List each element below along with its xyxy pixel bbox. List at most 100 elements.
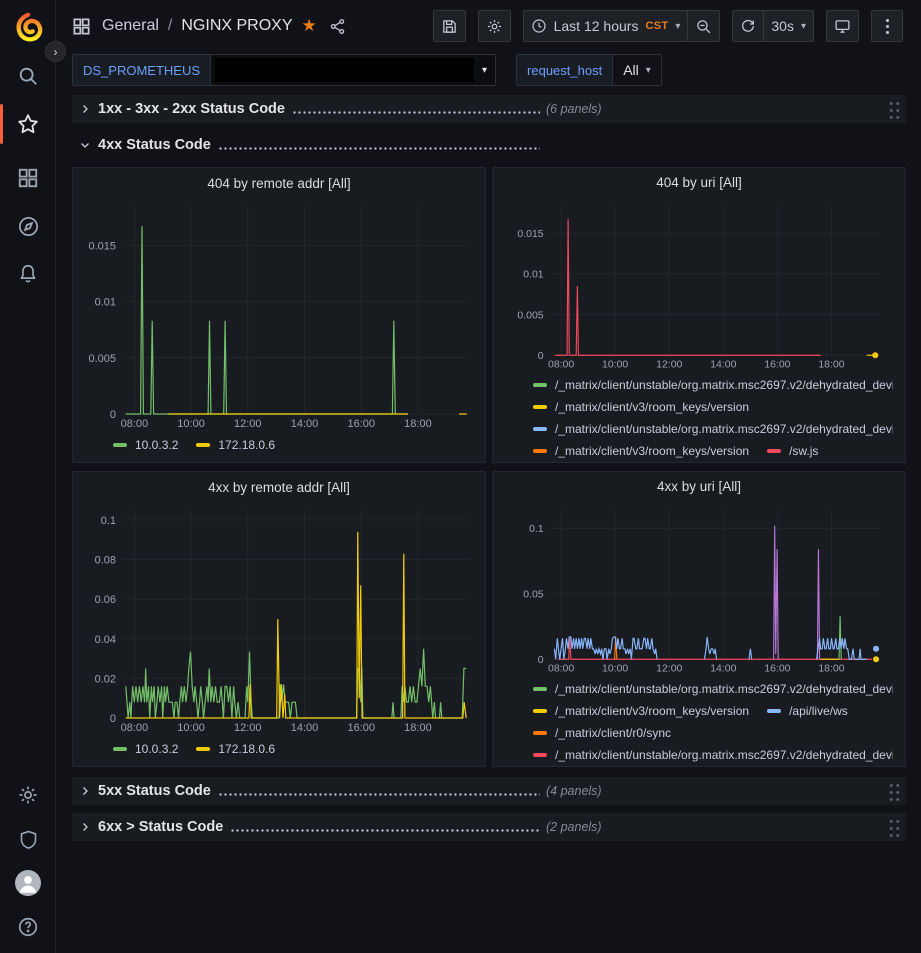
svg-text:0.005: 0.005	[517, 310, 543, 321]
favorite-star-icon[interactable]: ★	[301, 16, 317, 35]
timeseries-chart[interactable]: 08:00 10:00 12:00 14:00 16:00 18:00 0 0.005 0.01…	[83, 198, 475, 432]
panel-4xx-by-remote-addr: 4xx by remote addr [All] 08:00 10:00 12:00…	[72, 471, 486, 767]
sidebar-item-server-admin[interactable]	[0, 817, 56, 861]
refresh-interval-picker[interactable]: 30s ▾	[764, 10, 814, 42]
legend-label: /_matrix/client/v3/room_keys/version	[555, 444, 750, 458]
legend-label: /sw.js	[789, 444, 819, 458]
variable-label-request-host[interactable]: request_host	[516, 54, 614, 86]
time-range-label: Last 12 hours	[553, 18, 639, 34]
row-6xx[interactable]: 6xx > Status Code (2 panels)	[72, 813, 906, 841]
svg-text:0: 0	[110, 713, 116, 725]
legend-swatch	[533, 449, 547, 453]
legend-label: /_matrix/client/unstable/org.matrix.msc2…	[555, 748, 893, 762]
variable-value-request-host[interactable]: All ▾	[613, 54, 662, 86]
legend-item[interactable]: 172.18.0.6	[196, 742, 275, 756]
avatar	[15, 870, 41, 896]
panel-404-by-remote-addr: 404 by remote addr [All] 08:00 10:00 12:00…	[72, 167, 486, 463]
legend-item[interactable]: /api/live/ws	[767, 704, 848, 718]
panel-title[interactable]: 4xx by remote addr [All]	[208, 479, 350, 495]
row-title: 4xx Status Code	[98, 137, 211, 153]
breadcrumb-folder[interactable]: General	[102, 17, 159, 34]
gear-icon	[487, 19, 501, 33]
zoom-out-button[interactable]	[688, 10, 721, 42]
svg-text:12:00: 12:00	[234, 418, 262, 430]
legend-item[interactable]: /sw.js	[767, 444, 818, 458]
row-panel-count: (4 panels)	[546, 784, 602, 798]
legend-item[interactable]: /_matrix/client/v3/room_keys/version	[533, 400, 749, 414]
sidebar-expand-button[interactable]: ›	[45, 41, 66, 62]
panel-legend: 10.0.3.2 172.18.0.6	[83, 736, 475, 760]
row-drag-handle[interactable]	[887, 98, 900, 120]
compass-icon	[18, 216, 38, 236]
legend-item[interactable]: /_matrix/client/v3/room_keys/version	[533, 444, 749, 458]
svg-text:18:00: 18:00	[404, 722, 432, 734]
legend-item[interactable]: 10.0.3.2	[113, 438, 178, 452]
time-controls: Last 12 hours CST ▾	[522, 10, 721, 42]
more-options-button[interactable]	[871, 10, 903, 42]
legend-item[interactable]: /_matrix/client/unstable/org.matrix.msc2…	[533, 422, 893, 436]
panel-title[interactable]: 4xx by uri [All]	[656, 478, 742, 494]
help-icon	[18, 917, 38, 937]
row-1xx-3xx-2xx[interactable]: 1xx - 3xx - 2xx Status Code (6 panels)	[72, 95, 906, 123]
variable-value-ds-prometheus[interactable]: ▾	[211, 54, 497, 86]
svg-text:0.01: 0.01	[523, 269, 544, 280]
dashboard-settings-button[interactable]	[477, 10, 511, 42]
row-drag-handle[interactable]	[887, 780, 900, 802]
svg-text:12:00: 12:00	[234, 722, 262, 734]
legend-swatch	[533, 753, 547, 757]
svg-text:0.02: 0.02	[95, 673, 116, 685]
sidebar-item-alerting[interactable]	[0, 252, 56, 296]
refresh-button[interactable]	[732, 10, 765, 42]
legend-swatch	[533, 687, 547, 691]
sidebar-item-explore[interactable]	[0, 204, 56, 248]
svg-text:0.1: 0.1	[101, 515, 116, 527]
time-range-picker[interactable]: Last 12 hours CST ▾	[522, 10, 689, 42]
variable-label-ds-prometheus[interactable]: DS_PROMETHEUS	[72, 54, 212, 86]
row-drag-handle[interactable]	[887, 816, 900, 838]
svg-text:10:00: 10:00	[177, 722, 205, 734]
row-panel-count: (2 panels)	[546, 820, 602, 834]
legend-swatch	[767, 449, 782, 453]
svg-text:16:00: 16:00	[764, 663, 790, 674]
svg-text:0.005: 0.005	[88, 353, 116, 365]
cycle-view-mode-button[interactable]	[826, 10, 859, 42]
share-icon[interactable]	[329, 18, 346, 35]
row-4xx[interactable]: 4xx Status Code	[72, 131, 906, 159]
breadcrumb-dashboard-title[interactable]: NGINX PROXY	[181, 17, 293, 34]
timeseries-chart[interactable]: 08:00 10:00 12:00 14:00 16:00 18:00 0 0.05 0.1	[503, 501, 895, 676]
grafana-logo[interactable]	[0, 0, 56, 54]
svg-text:14:00: 14:00	[291, 418, 319, 430]
chevron-right-icon	[79, 103, 91, 115]
legend-label: 10.0.3.2	[135, 438, 179, 452]
legend-item[interactable]: /_matrix/client/r0/sync	[533, 726, 671, 740]
legend-row: /_matrix/client/r0/sync	[533, 722, 893, 744]
legend-item[interactable]: /_matrix/client/unstable/org.matrix.msc2…	[533, 682, 893, 696]
timeseries-chart[interactable]: 08:00 10:00 12:00 14:00 16:00 18:00 0 0.005 0.01…	[503, 197, 895, 372]
dashboard-canvas: 1xx - 3xx - 2xx Status Code (6 panels) 4…	[56, 88, 921, 849]
chevron-down-icon: ▾	[645, 64, 651, 76]
redacted-value	[215, 58, 474, 82]
sidebar-item-starred[interactable]	[0, 98, 56, 150]
panel-title[interactable]: 404 by remote addr [All]	[207, 175, 351, 191]
legend-item[interactable]: /_matrix/client/unstable/org.matrix.msc2…	[533, 748, 893, 762]
save-dashboard-button[interactable]	[432, 10, 466, 42]
sidebar-item-configuration[interactable]	[0, 773, 56, 817]
legend-swatch	[196, 443, 211, 447]
row-title: 1xx - 3xx - 2xx Status Code	[98, 101, 285, 117]
clock-icon	[532, 19, 546, 33]
row-5xx[interactable]: 5xx Status Code (4 panels)	[72, 777, 906, 805]
legend-item[interactable]: 10.0.3.2	[113, 742, 178, 756]
legend-item[interactable]: /_matrix/client/unstable/org.matrix.msc2…	[533, 378, 893, 392]
svg-text:0: 0	[538, 655, 544, 666]
sidebar-item-help[interactable]	[0, 905, 56, 949]
panel-title[interactable]: 404 by uri [All]	[656, 174, 742, 190]
sidebar-item-profile[interactable]	[0, 861, 56, 905]
star-icon	[18, 114, 38, 134]
svg-text:0.05: 0.05	[523, 589, 544, 600]
timeseries-chart[interactable]: 08:00 10:00 12:00 14:00 16:00 18:00 0 0.02 0.04 0…	[83, 502, 475, 736]
sidebar-item-dashboards[interactable]	[0, 156, 56, 200]
sidebar-item-search[interactable]	[0, 54, 56, 98]
svg-text:18:00: 18:00	[818, 359, 844, 370]
legend-item[interactable]: 172.18.0.6	[196, 438, 275, 452]
legend-item[interactable]: /_matrix/client/v3/room_keys/version	[533, 704, 749, 718]
